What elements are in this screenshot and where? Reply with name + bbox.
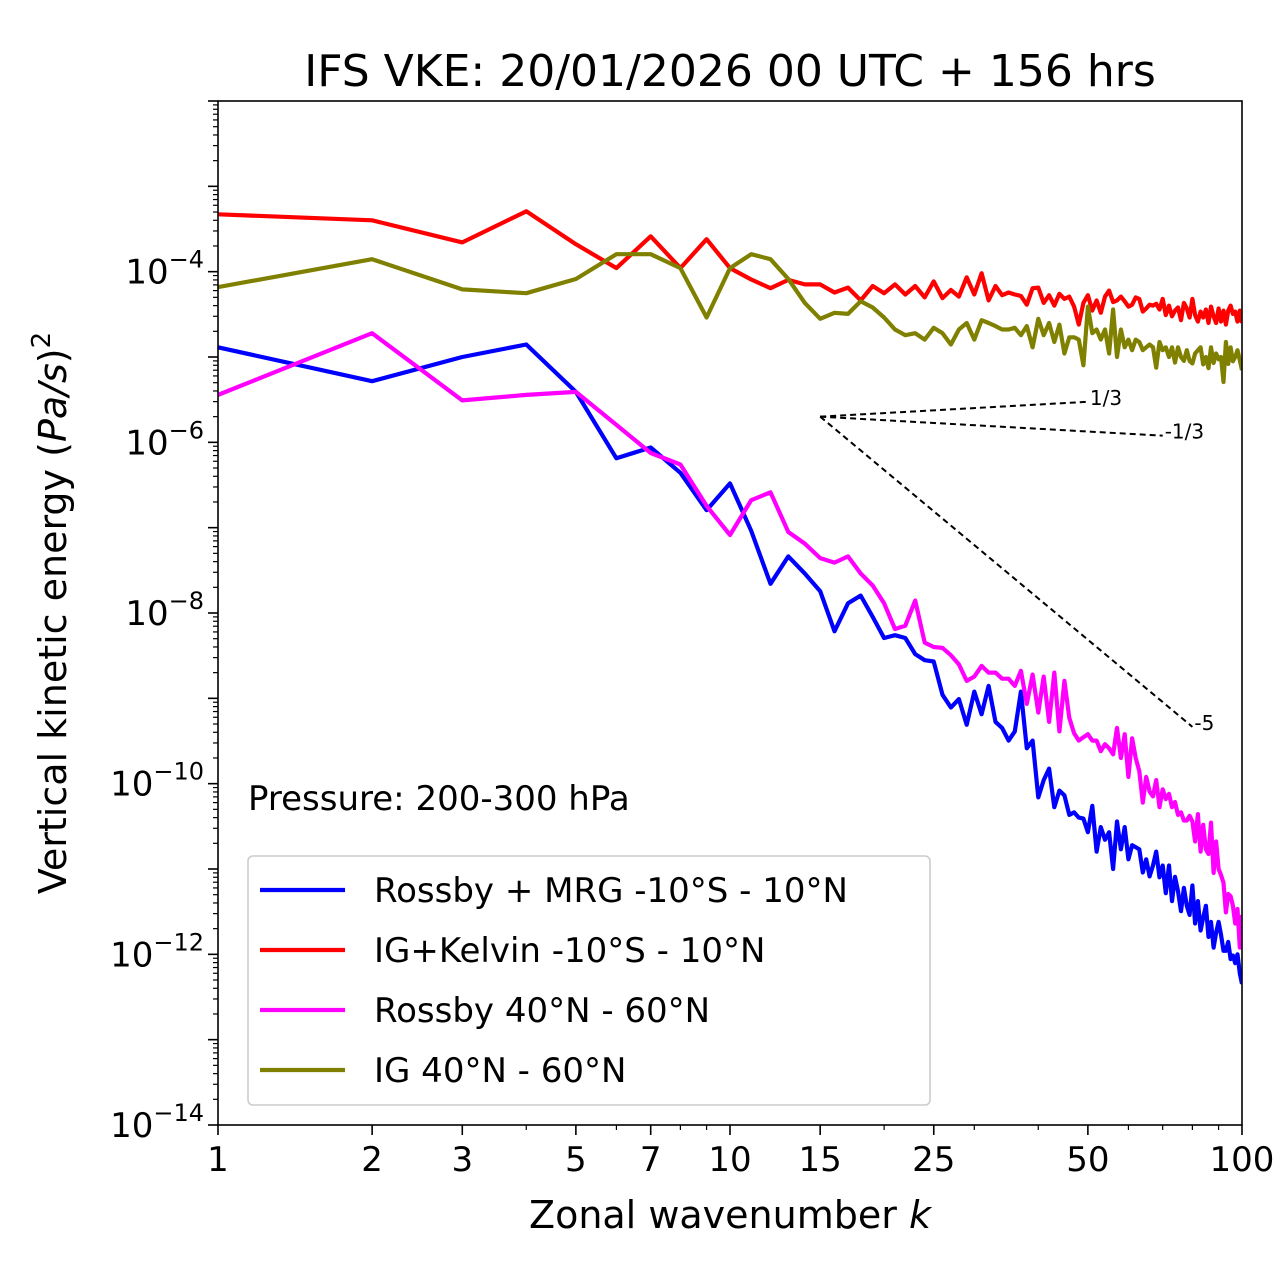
y-axis-label-unit: Pa/s [31,363,75,442]
x-tick-label: 25 [912,1140,955,1180]
y-axis-label: Vertical kinetic energy (Pa/s)2 [27,332,75,894]
legend: Rossby + MRG -10°S - 10°N IG+Kelvin -10°S… [247,855,931,1106]
series-line [218,342,1242,985]
y-tick-exponent: −8 [169,587,204,615]
y-tick-exponent: −12 [153,928,204,956]
series-line [218,209,1242,327]
y-tick-label: 10−6 [125,416,204,463]
y-tick-base: 10 [125,594,168,634]
reference-line [820,415,1163,437]
x-tick-label: 50 [1066,1140,1109,1180]
y-tick-exponent: −14 [153,1099,204,1127]
x-tick-label: 10 [708,1140,751,1180]
y-axis-label-text: Vertical kinetic energy ( [31,442,75,894]
x-tick-label: 2 [361,1140,383,1180]
x-axis-label: Zonal wavenumber k [529,1193,933,1237]
legend-box [247,855,931,1106]
y-tick-label: 10−12 [110,928,204,975]
y-axis-label-close: ) [31,348,75,363]
x-tick-label: 1 [207,1140,229,1180]
series-line [218,252,1242,385]
reference-line-label: 1/3 [1090,386,1122,410]
x-tick-label: 7 [640,1140,662,1180]
x-tick-label: 3 [451,1140,473,1180]
y-tick-base: 10 [125,423,168,463]
x-axis-label-var: k [909,1193,933,1237]
reference-lines: 1/3 -1/3 -5 [819,386,1214,735]
reference-line [820,400,1088,418]
reference-line [819,415,1194,728]
legend-label: IG 40°N - 60°N [374,1051,626,1091]
x-axis-label-text: Zonal wavenumber [529,1193,909,1237]
legend-label: Rossby 40°N - 60°N [374,991,710,1031]
y-axis-label-exp: 2 [27,332,57,349]
series-lines [218,209,1242,985]
reference-line-label: -1/3 [1165,420,1204,444]
y-tick-base: 10 [110,1106,153,1146]
y-tick-label: 10−4 [125,246,204,293]
x-axis: 1 2 3 5 7 10 15 25 50 100 [207,1125,1274,1180]
y-tick-base: 10 [125,253,168,293]
y-tick-label: 10−10 [110,758,204,805]
chart-title: IFS VKE: 20/01/2026 00 UTC + 156 hrs [304,46,1156,97]
y-tick-exponent: −4 [169,246,204,274]
legend-label: Rossby + MRG -10°S - 10°N [374,871,848,911]
reference-line-label: -5 [1194,711,1214,735]
y-tick-base: 10 [110,935,153,975]
series-line [218,331,1242,950]
y-tick-base: 10 [110,765,153,805]
pressure-annotation: Pressure: 200-300 hPa [248,779,630,819]
x-tick-label: 100 [1210,1140,1275,1180]
y-tick-exponent: −10 [153,758,204,786]
y-tick-label: 10−14 [110,1099,204,1146]
y-tick-exponent: −6 [169,416,204,444]
y-tick-label: 10−8 [125,587,204,634]
legend-label: IG+Kelvin -10°S - 10°N [374,931,765,971]
x-tick-label: 15 [799,1140,842,1180]
x-tick-label: 5 [565,1140,587,1180]
